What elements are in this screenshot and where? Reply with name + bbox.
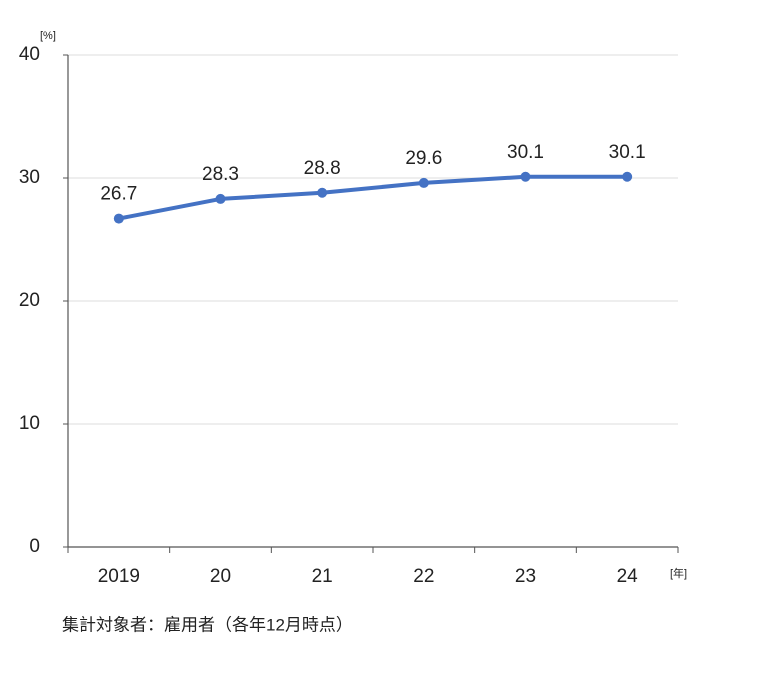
data-point [317, 187, 328, 198]
x-tick-label: 20 [210, 566, 231, 587]
data-point [622, 171, 633, 182]
data-line [118, 174, 628, 221]
footnote: 集計対象者：雇用者（各年12月時点） [62, 615, 353, 634]
x-tick-label: 21 [312, 566, 333, 587]
x-axis-unit: [年] [670, 566, 687, 580]
x-tick-label: 2019 [98, 566, 140, 587]
data-label: 28.3 [202, 164, 239, 185]
y-tick-label: 30 [19, 167, 40, 188]
data-point [215, 193, 226, 204]
data-point [113, 213, 124, 224]
data-point [418, 177, 429, 188]
y-axis-unit: [%] [40, 30, 56, 42]
data-point [520, 171, 531, 182]
data-label: 26.7 [100, 184, 137, 205]
x-tick-label: 22 [413, 566, 434, 587]
y-tick-label: 20 [19, 290, 40, 311]
data-label: 28.8 [304, 158, 341, 179]
y-tick-label: 0 [29, 536, 40, 557]
y-tick-label: 40 [19, 44, 40, 65]
y-tick-label: 10 [19, 413, 40, 434]
data-label: 30.1 [507, 142, 544, 163]
data-label: 30.1 [609, 142, 646, 163]
x-tick-label: 24 [617, 566, 639, 587]
x-tick-label: 23 [515, 566, 536, 587]
data-label: 29.6 [405, 148, 442, 169]
